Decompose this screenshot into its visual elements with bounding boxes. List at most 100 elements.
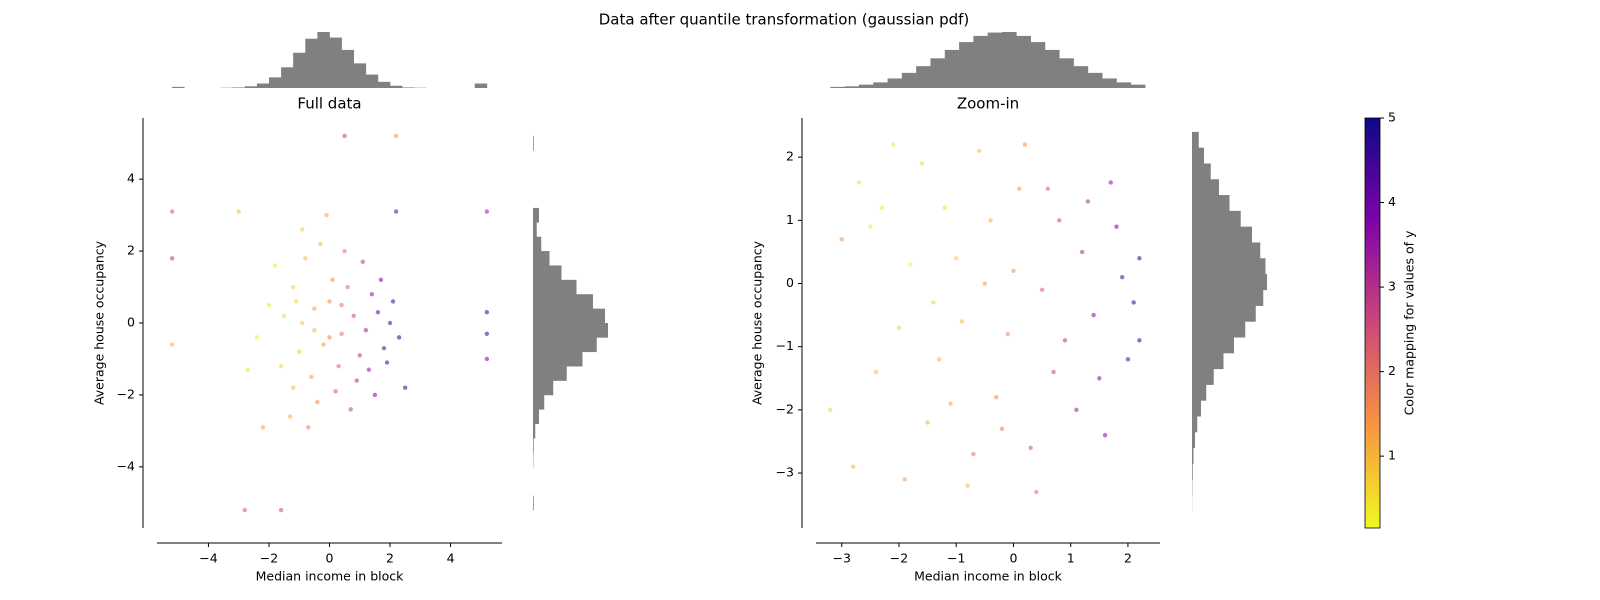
y-tick-label: 0	[786, 275, 794, 290]
y-tick-label: 0	[127, 315, 135, 330]
scatter-point	[363, 327, 369, 333]
hist-bar	[353, 63, 367, 88]
scatter-point	[318, 241, 323, 247]
scatter-point	[484, 356, 490, 362]
scatter-point	[381, 345, 387, 351]
y-tick-label: 4	[127, 171, 135, 186]
scatter-point	[339, 331, 344, 336]
hist-bar	[1192, 210, 1241, 227]
hist-bar	[329, 37, 342, 88]
hist-bar	[1192, 400, 1201, 417]
scatter-point	[245, 367, 250, 372]
hist-bar	[533, 409, 539, 425]
hist-bar	[533, 236, 542, 252]
scatter-point	[348, 407, 353, 412]
scatter-point	[294, 299, 299, 304]
hist-bar	[830, 86, 845, 88]
y-tick-label: −2	[776, 401, 794, 416]
hist-bar	[533, 495, 534, 511]
y-tick-label: −4	[117, 458, 135, 473]
hist-bar	[1030, 42, 1046, 88]
scatter-point	[278, 507, 284, 513]
y-tick-label: −1	[776, 338, 794, 353]
hist-bar	[1073, 66, 1089, 88]
scatter-point	[1062, 338, 1068, 343]
hist-bar	[873, 82, 888, 88]
scatter-point	[982, 281, 988, 286]
scatter-point	[925, 420, 930, 425]
hist-bar	[533, 337, 597, 353]
scatter-point	[402, 385, 408, 390]
hist-bar	[901, 72, 917, 88]
scatter-point	[851, 464, 856, 469]
x-tick-label: −4	[199, 551, 217, 566]
scatter-point	[169, 256, 175, 261]
hist-bar	[305, 38, 318, 88]
hist-bar	[533, 294, 593, 309]
hist-bar	[533, 251, 550, 266]
colorbar	[1364, 117, 1381, 529]
scatter-point	[366, 367, 372, 372]
hist-bar	[1192, 447, 1194, 464]
scatter-point	[387, 320, 393, 326]
hist-bar	[844, 86, 860, 88]
scatter-point	[1028, 445, 1033, 450]
hist-bar	[858, 84, 874, 88]
y-tick-label: −2	[117, 386, 135, 401]
x-tick-label: 0	[1009, 551, 1017, 566]
scatter-point	[484, 209, 490, 214]
x-tick-label: −1	[947, 551, 965, 566]
scatter-point	[484, 310, 490, 315]
scatter-point	[369, 292, 375, 297]
scatter-point	[1005, 331, 1010, 337]
scatter-point	[300, 227, 305, 232]
scatter-point	[1137, 256, 1142, 261]
x-tick-label: 2	[386, 551, 394, 566]
scatter-point	[390, 299, 396, 304]
scatter-point	[375, 310, 381, 315]
hist-bar	[1192, 242, 1261, 259]
axes-title: Zoom-in	[957, 95, 1019, 113]
scatter-point	[342, 248, 347, 254]
hist-bar	[341, 49, 355, 88]
scatter-point	[272, 263, 278, 268]
scatter-point	[1102, 432, 1108, 438]
y-tick-label: 2	[786, 149, 794, 164]
hist-bar	[533, 207, 539, 223]
scatter-point	[856, 180, 862, 185]
hist-bar	[533, 265, 562, 281]
scatter-point	[1091, 312, 1096, 318]
scatter-point	[1137, 338, 1142, 343]
scatter-point	[948, 401, 953, 406]
hist-bar	[987, 32, 1003, 88]
hist-bar	[533, 222, 537, 237]
hist-bar	[533, 279, 577, 295]
hist-bar	[533, 323, 608, 338]
colorbar-tick-label: 1	[1388, 448, 1396, 463]
hist-bar	[365, 74, 379, 88]
hist-bar	[1192, 353, 1224, 370]
x-tick-label: −2	[890, 551, 908, 566]
x-axis-label: Median income in block	[256, 569, 404, 584]
scatter-point	[324, 212, 329, 218]
scatter-point	[1016, 186, 1022, 191]
scatter-point	[1045, 186, 1051, 191]
colorbar-tick-label: 5	[1388, 110, 1396, 125]
hist-bar	[317, 32, 330, 88]
scatter-point	[327, 299, 332, 304]
hist-bar	[377, 81, 391, 88]
scatter-point	[1085, 199, 1091, 204]
scatter-point	[169, 342, 175, 347]
scatter-point	[312, 306, 317, 311]
scatter-point	[393, 133, 399, 139]
scatter-point	[1097, 376, 1102, 381]
hist-bar	[172, 86, 185, 88]
scatter-point	[1131, 300, 1136, 305]
scatter-point	[354, 378, 359, 383]
scatter-point	[242, 507, 247, 513]
scatter-point	[891, 142, 896, 147]
hist-bar	[1192, 384, 1207, 401]
hist-bar	[944, 49, 960, 88]
hist-bar	[1192, 431, 1195, 449]
